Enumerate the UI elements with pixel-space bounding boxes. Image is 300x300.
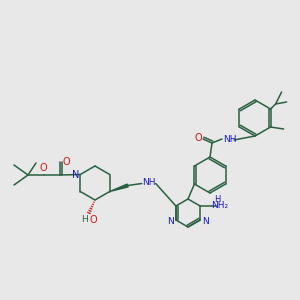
Polygon shape (110, 184, 128, 191)
Text: NH: NH (142, 178, 155, 187)
Text: O: O (62, 157, 70, 167)
Text: O: O (194, 133, 202, 143)
Text: NH₂: NH₂ (212, 200, 229, 209)
Text: N: N (72, 170, 79, 181)
Text: N: N (167, 217, 174, 226)
Text: H: H (214, 194, 220, 203)
Text: NH: NH (223, 134, 237, 143)
Text: O: O (89, 215, 97, 225)
Text: N: N (202, 217, 208, 226)
Text: O: O (39, 163, 47, 173)
Text: H: H (81, 214, 87, 224)
